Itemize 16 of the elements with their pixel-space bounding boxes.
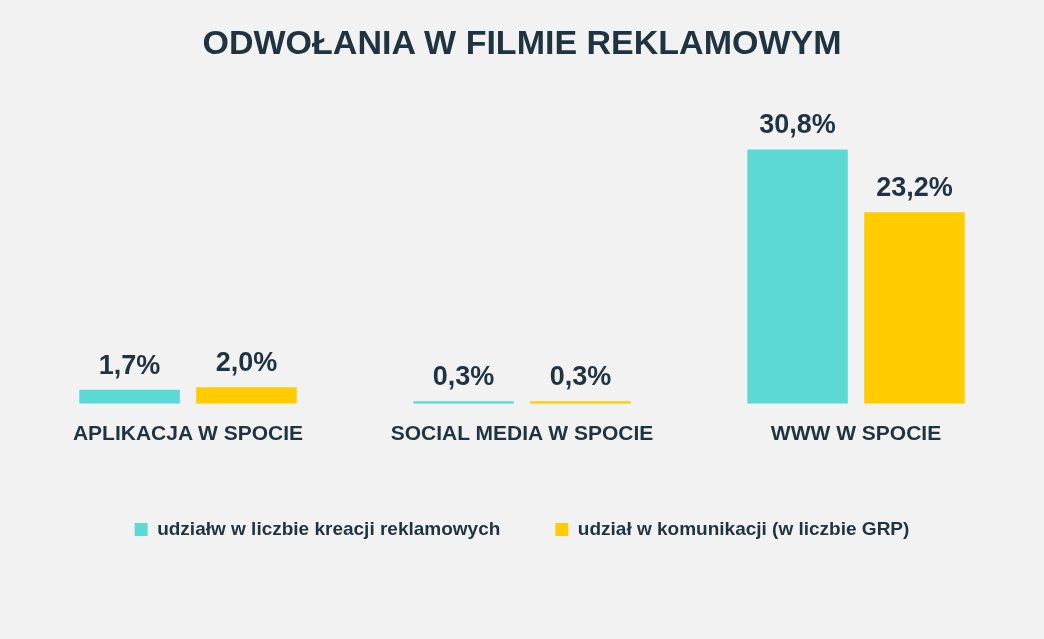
data-label: 2,0% <box>215 347 278 378</box>
bar <box>747 149 848 404</box>
chart-title: ODWOŁANIA W FILMIE REKLAMOWYM <box>202 22 842 61</box>
data-label: 0,3% <box>432 361 495 392</box>
legend-label: udział w komunikacji (w liczbie GRP) <box>577 517 910 539</box>
data-label: 1,7% <box>98 349 161 380</box>
legend-label: udziałw w liczbie kreacji reklamowych <box>157 517 501 539</box>
x-tick-label: APLIKACJA W SPOCIE <box>72 421 304 445</box>
data-label: 23,2% <box>876 172 953 203</box>
bar <box>864 212 965 404</box>
bar <box>79 389 180 404</box>
x-tick-label: WWW W SPOCIE <box>770 421 942 445</box>
x-tick-label: SOCIAL MEDIA W SPOCIE <box>390 421 654 445</box>
bar <box>196 387 297 404</box>
data-label: 0,3% <box>549 361 612 392</box>
data-label: 30,8% <box>759 109 836 140</box>
